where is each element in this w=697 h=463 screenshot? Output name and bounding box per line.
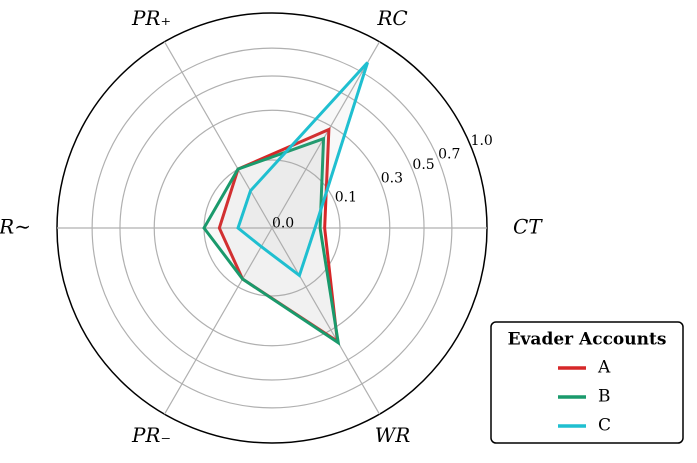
series-fill xyxy=(219,129,338,342)
legend-title: Evader Accounts xyxy=(508,330,667,350)
axis-label: WR xyxy=(375,423,411,447)
spoke xyxy=(163,227,273,415)
spoke xyxy=(271,227,381,415)
series-fill xyxy=(204,138,339,343)
axis-label: PR₋ xyxy=(131,423,171,447)
axis-label: PR₊ xyxy=(131,6,171,30)
r-tick-label: 1.0 xyxy=(471,133,493,149)
series-fill xyxy=(238,62,368,276)
r-tick-label: 0.1 xyxy=(335,189,357,205)
legend-box xyxy=(490,321,684,444)
legend-label: A xyxy=(597,358,611,378)
axis-label: CT xyxy=(513,215,543,239)
r-tick-label: 0.5 xyxy=(412,157,434,173)
r-tick-label: 0.7 xyxy=(438,147,460,163)
spoke xyxy=(271,41,381,229)
legend-label: C xyxy=(598,416,611,436)
spoke xyxy=(163,41,273,229)
r-tick-label: 0.3 xyxy=(381,170,403,186)
r-tick-label: 0.0 xyxy=(272,215,294,231)
series-line xyxy=(236,61,369,278)
axis-label: PR∼ xyxy=(0,215,31,239)
legend-label: B xyxy=(598,387,611,407)
axis-label: RC xyxy=(376,6,407,30)
legend: Evader Accounts ABC xyxy=(490,321,684,444)
series-line xyxy=(202,136,341,346)
